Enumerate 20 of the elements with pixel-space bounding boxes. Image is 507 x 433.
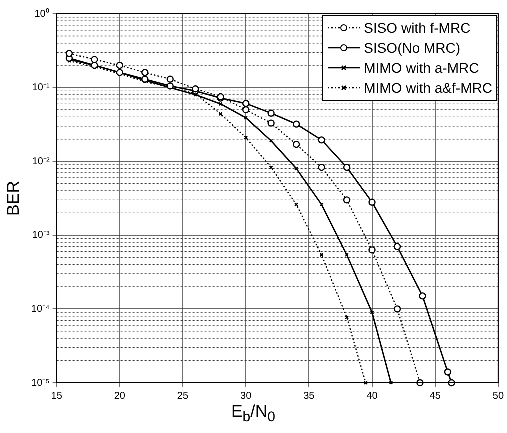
legend-label: MIMO with a-MRC bbox=[364, 60, 480, 76]
x-tick-label: 25 bbox=[177, 390, 189, 402]
x-axis-title: E$_{b}$/N$_{0}$ bbox=[230, 402, 277, 426]
x-tick-label: 30 bbox=[240, 390, 252, 402]
y-tick-label: 10⁻² bbox=[32, 156, 50, 168]
y-tick-label: 10⁻¹ bbox=[32, 82, 50, 94]
y-tick-label: 10⁻⁴ bbox=[31, 304, 50, 315]
x-tick-label: 15 bbox=[51, 390, 63, 402]
x-tick-label: 40 bbox=[366, 390, 378, 402]
x-tick-label: 45 bbox=[430, 390, 442, 402]
y-tick-label: 10⁻³ bbox=[32, 230, 50, 242]
y-tick-label: 10⁻⁵ bbox=[32, 378, 50, 389]
y-axis-title: BER bbox=[4, 181, 23, 216]
x-tick-label: 35 bbox=[304, 390, 316, 402]
legend-label: SISO(No MRC) bbox=[364, 40, 461, 56]
x-tick-label: 50 bbox=[492, 390, 504, 402]
legend-label: SISO with f-MRC bbox=[364, 20, 471, 36]
legend-label: MIMO with a&f-MRC bbox=[364, 80, 492, 96]
x-tick-label: 20 bbox=[114, 390, 126, 402]
y-tick-label: 10⁰ bbox=[34, 8, 50, 20]
